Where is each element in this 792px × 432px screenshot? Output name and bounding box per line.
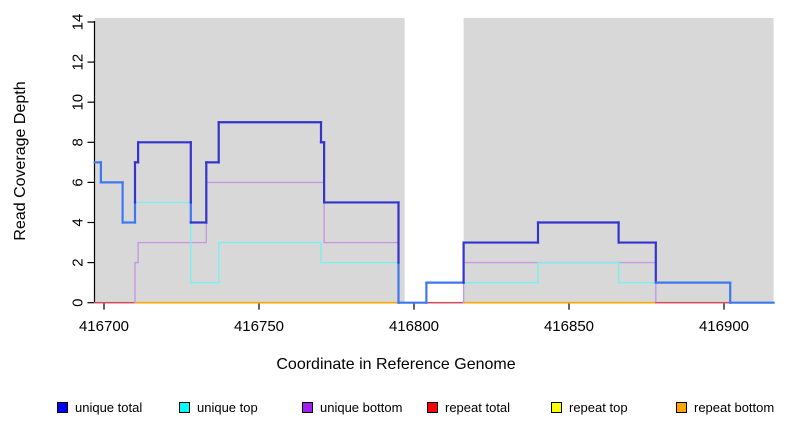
x-tick-label: 416750	[234, 318, 284, 335]
x-tick-label: 416800	[389, 318, 439, 335]
x-tick-label: 416700	[79, 318, 129, 335]
repeat-bottom-swatch-icon	[676, 401, 687, 413]
legend-label: repeat top	[569, 399, 628, 415]
y-tick-label: 8	[70, 138, 87, 146]
y-tick-label: 10	[70, 94, 87, 111]
legend-item-repeat-top: repeat top	[551, 399, 628, 415]
legend-label: unique top	[197, 399, 258, 415]
y-tick-label: 14	[70, 14, 87, 31]
legend-label: repeat total	[445, 399, 511, 415]
repeat-top-swatch-icon	[551, 401, 562, 413]
plot-background	[94, 18, 774, 303]
legend-item-repeat-bottom: repeat bottom	[676, 399, 774, 415]
legend-label: unique total	[75, 399, 143, 415]
y-axis-title: Read Coverage Depth	[12, 81, 29, 241]
unique-bottom-swatch-icon	[302, 401, 313, 413]
coverage-chart-canvas: 0 2 4 6 8 10 12 14 416700 416750 416800 416850 41690…	[70, 14, 775, 335]
legend: unique total unique top unique bottom re…	[0, 399, 792, 419]
x-axis-title: Coordinate in Reference Genome	[276, 356, 516, 373]
series-unique-total	[93, 121, 775, 304]
y-tick-label: 4	[70, 218, 87, 226]
x-tick-label: 416850	[544, 318, 594, 335]
axis-tick-labels: 0 2 4 6 8 10 12 14 416700 416750 416800 416850 41690…	[70, 14, 750, 335]
legend-item-unique-total: unique total	[57, 399, 142, 415]
legend-label: unique bottom	[320, 399, 403, 415]
y-tick-label: 0	[70, 299, 87, 307]
y-tick-label: 2	[70, 258, 87, 266]
unique-top-swatch-icon	[179, 401, 190, 413]
legend-item-unique-top: unique top	[179, 399, 258, 415]
x-tick-label: 416900	[699, 318, 749, 335]
y-tick-label: 12	[70, 54, 87, 71]
legend-label: repeat bottom	[694, 399, 775, 415]
repeat-total-swatch-icon	[427, 401, 438, 413]
legend-item-unique-bottom: unique bottom	[302, 399, 402, 415]
legend-item-repeat-total: repeat total	[427, 399, 510, 415]
y-tick-label: 6	[70, 178, 87, 186]
unique-total-swatch-icon	[57, 401, 68, 413]
